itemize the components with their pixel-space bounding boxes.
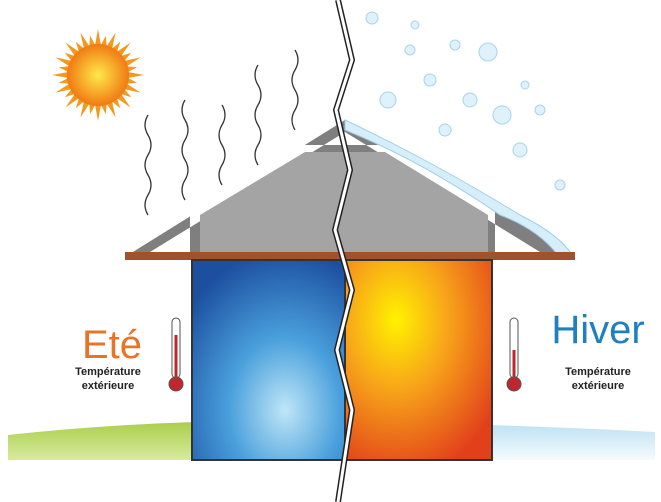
winter-title: Hiver	[551, 308, 644, 352]
ground	[8, 422, 655, 460]
house	[125, 119, 575, 461]
summer-caption: extérieure	[82, 380, 135, 392]
summer-caption: Température	[75, 366, 141, 378]
snowflakes	[365, 11, 566, 191]
sun-disc	[67, 44, 129, 106]
sun	[52, 29, 144, 121]
summer-title: Eté	[82, 323, 142, 367]
heat-waves	[144, 49, 299, 216]
thermometer-left	[168, 317, 184, 392]
winter-caption: Température	[565, 366, 631, 378]
sun-rays	[52, 29, 144, 121]
crack-inner	[333, 0, 354, 502]
thermometer-right	[506, 317, 522, 392]
winter-caption: extérieure	[572, 380, 625, 392]
